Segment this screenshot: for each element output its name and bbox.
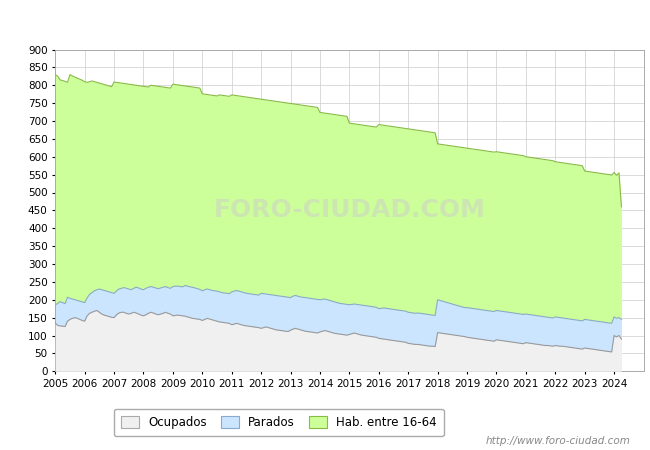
Text: A Bola - Evolucion de la poblacion en edad de Trabajar Mayo de 2024: A Bola - Evolucion de la poblacion en ed… — [72, 14, 578, 29]
Text: http://www.foro-ciudad.com: http://www.foro-ciudad.com — [486, 436, 630, 446]
Text: FORO-CIUDAD.COM: FORO-CIUDAD.COM — [213, 198, 486, 222]
Legend: Ocupados, Parados, Hab. entre 16-64: Ocupados, Parados, Hab. entre 16-64 — [114, 409, 444, 436]
